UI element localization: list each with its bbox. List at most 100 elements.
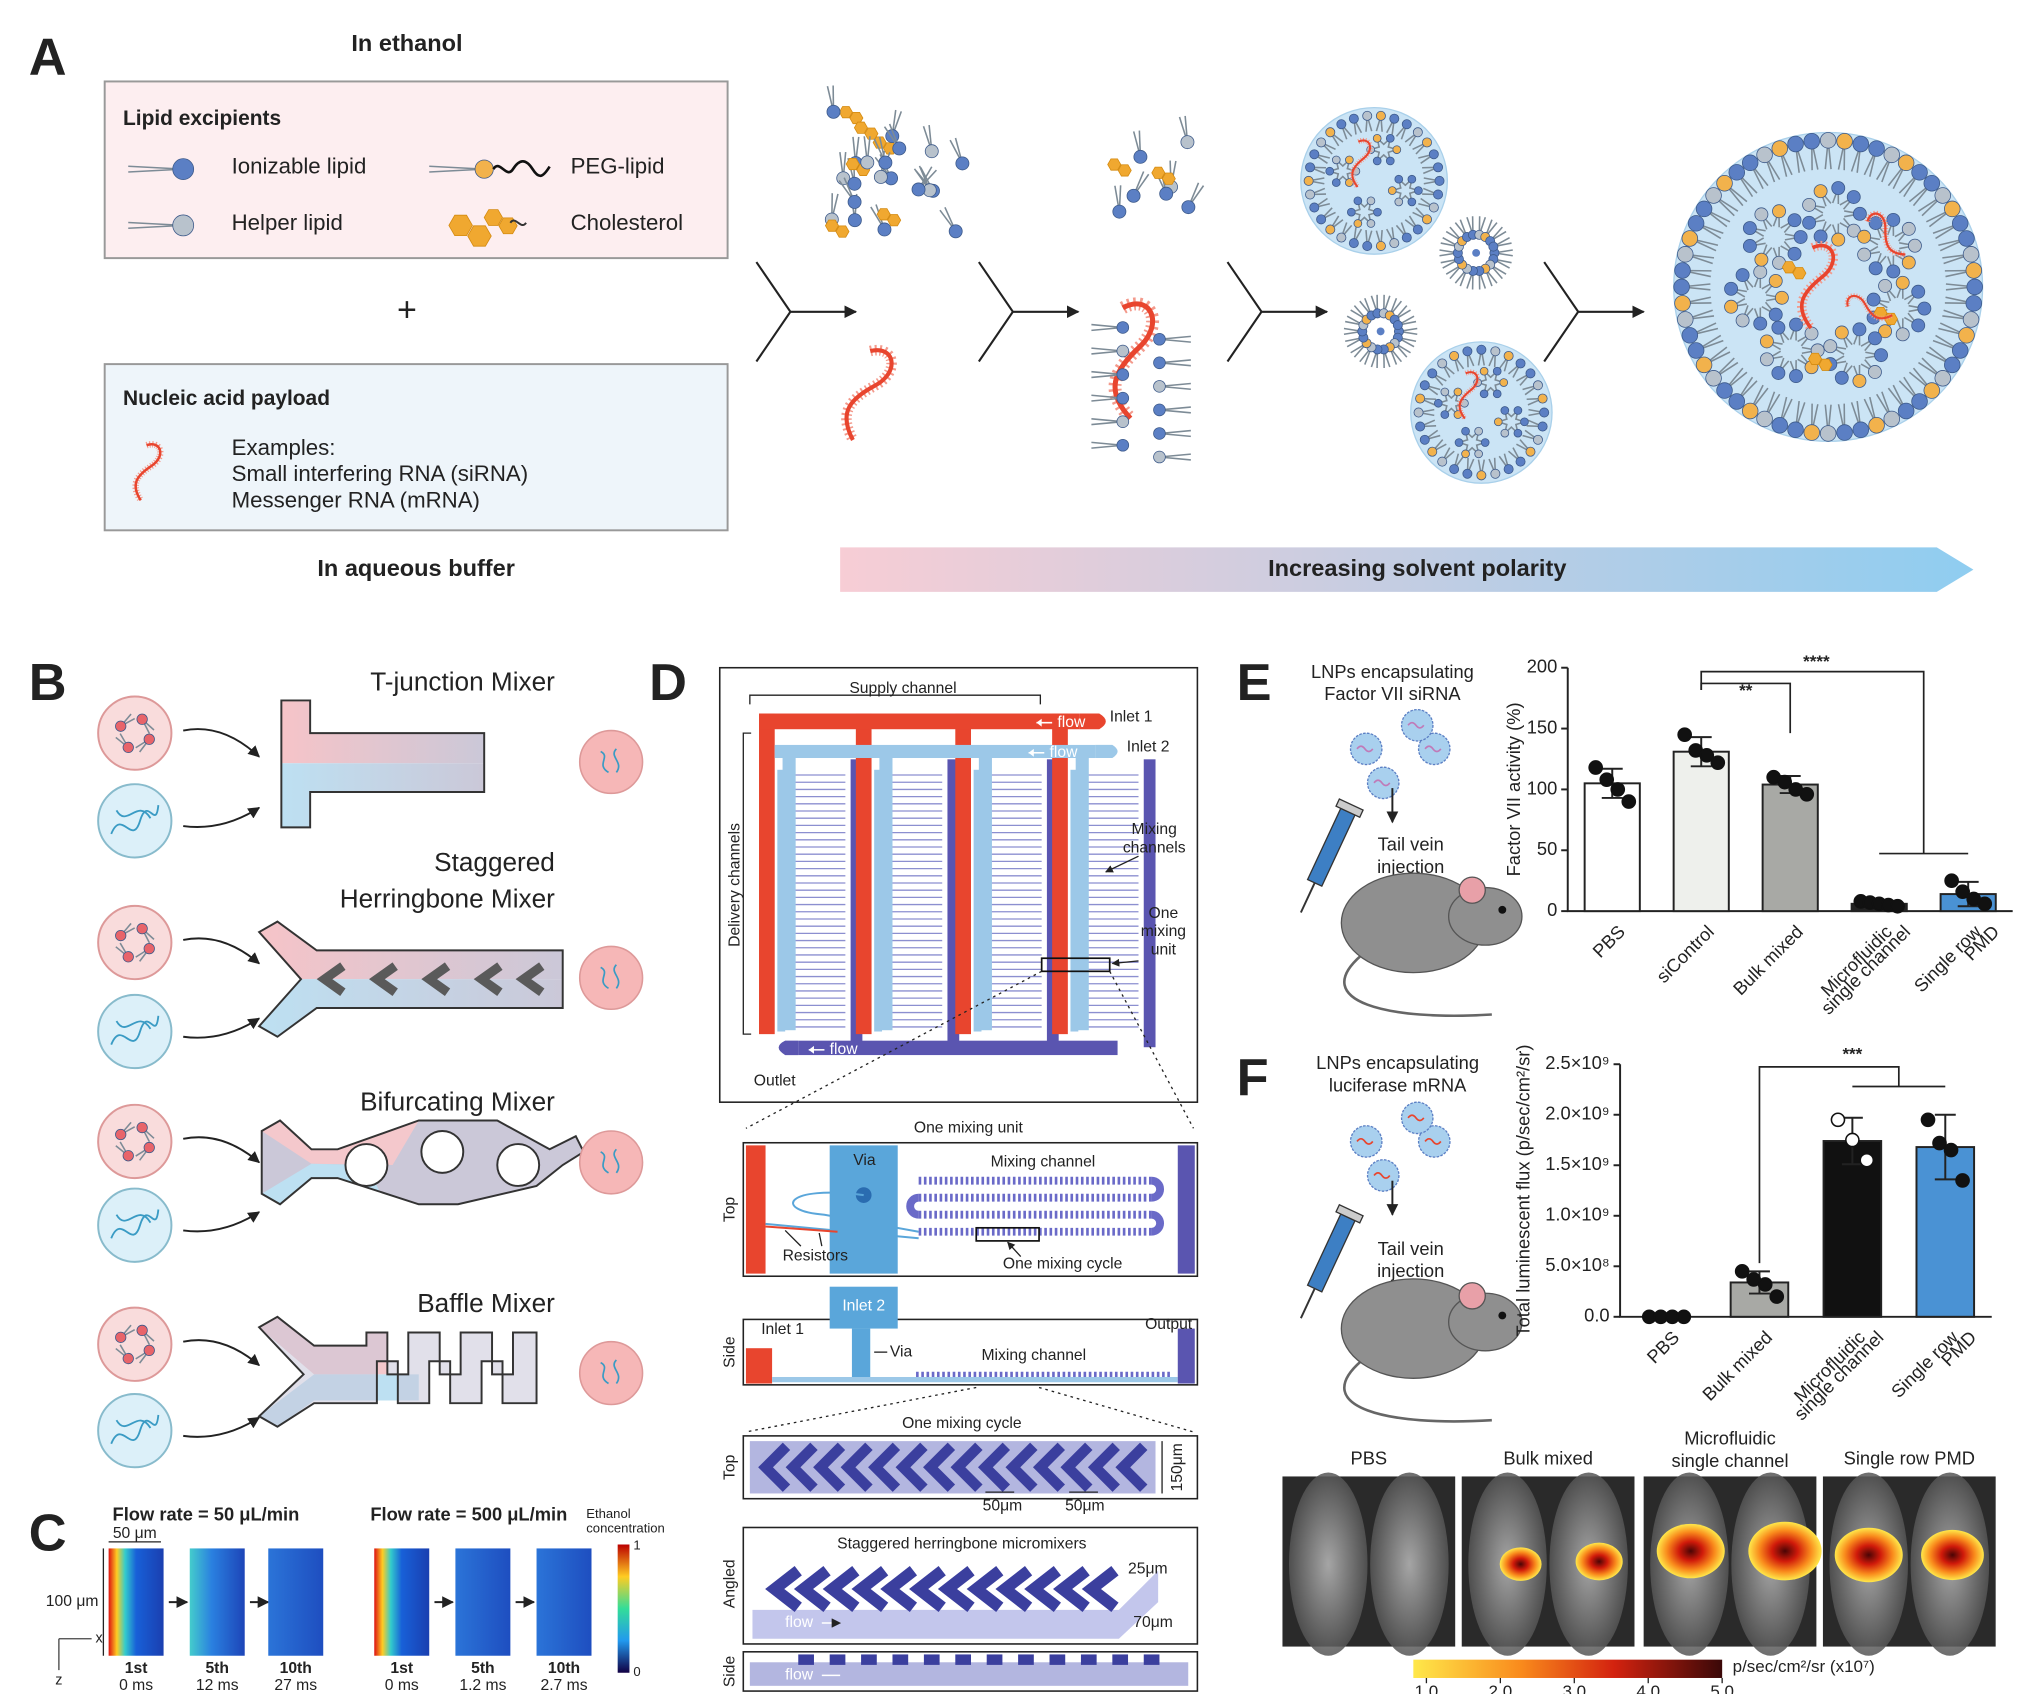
lipid-head (1440, 387, 1450, 397)
lnp-cargo (1407, 721, 1425, 729)
lipid-head (1385, 156, 1395, 166)
cholesterol (483, 209, 503, 226)
data-point (1677, 727, 1693, 742)
lipid-head (1449, 350, 1460, 361)
inlet2-channel (1075, 748, 1089, 1031)
polarity-arrow (840, 547, 1974, 592)
lipid-vesicle (97, 695, 173, 771)
blue-channel (829, 1145, 898, 1274)
cholesterol (1161, 172, 1176, 185)
ridge (973, 1371, 977, 1377)
syringe (1299, 798, 1364, 913)
label: LNPs encapsulating (1311, 661, 1474, 682)
lipid-head (1159, 186, 1174, 201)
lnp-shell (1410, 341, 1553, 484)
lnp-product (578, 1340, 644, 1406)
lipid-head (1695, 200, 1713, 218)
x-tick-label: PBS (1642, 1327, 1683, 1368)
label: x (96, 1631, 104, 1647)
lipid-head (1962, 311, 1980, 328)
label: Side (721, 1336, 738, 1368)
lipid-head (1917, 301, 1932, 316)
syringe-part (1335, 1203, 1364, 1224)
lipid-head (1539, 407, 1550, 418)
lipid-head (1392, 320, 1403, 331)
lipid-head (1490, 468, 1501, 479)
rna-strand (1351, 139, 1372, 188)
label: Tail vein (1378, 834, 1444, 855)
label: Delivery channels (727, 823, 744, 947)
lipid-head (1735, 268, 1750, 283)
lipid-head (1883, 410, 1900, 428)
supply-channel (759, 713, 775, 1035)
lipid-head (1490, 346, 1501, 357)
feed-arrow (183, 806, 261, 828)
herringbone-3d (851, 1566, 889, 1612)
x-tick-label: PBS (1588, 921, 1629, 962)
lipid-head (1407, 174, 1417, 184)
label: One mixing cycle (1003, 1256, 1123, 1273)
y-tick-label: 0 (1547, 899, 1557, 920)
panel-label: A (29, 28, 67, 86)
label: One (1149, 905, 1179, 922)
merge-arrow (1226, 261, 1326, 363)
cholesterol (448, 214, 473, 236)
herringbone (895, 1442, 928, 1492)
label: 0 ms (119, 1677, 153, 1694)
lnp-dna (600, 748, 620, 774)
lipid-head (1756, 146, 1773, 164)
supply-channel (955, 713, 972, 1035)
lnp-icon (1417, 732, 1451, 766)
rna (132, 441, 164, 503)
lipid-head (1474, 449, 1483, 459)
ridge (978, 1371, 982, 1377)
lipid-head (1325, 127, 1336, 138)
lipid-head (1375, 110, 1386, 121)
data-point (1955, 884, 1970, 899)
data-point (1699, 748, 1715, 763)
lipid-head (1958, 230, 1975, 247)
herringbone (758, 1442, 791, 1492)
data-point (1955, 1173, 1970, 1188)
supply-channel (855, 713, 872, 1035)
label: **** (1803, 652, 1830, 671)
lipid-head (1305, 162, 1316, 173)
lipid-head (1866, 292, 1881, 307)
lipid-head (1415, 421, 1426, 432)
pointer (1105, 855, 1139, 873)
luminescence (1656, 1523, 1725, 1579)
inlet2-tip (1095, 744, 1118, 759)
lipid-head (1428, 202, 1439, 213)
label: Inlet 1 (1110, 709, 1153, 726)
label: Inlet 2 (1127, 739, 1170, 756)
bar (1761, 783, 1819, 913)
lipid-head (1345, 155, 1354, 165)
label: Top (721, 1197, 738, 1223)
ridge-block (955, 1654, 972, 1665)
lipid-head (1687, 215, 1705, 232)
nucleic-vesicle (97, 1187, 173, 1263)
lipid-head (1857, 229, 1872, 244)
label: Top (721, 1454, 738, 1480)
ridge (921, 1371, 924, 1377)
lipid-head (1394, 197, 1404, 207)
lipid-head (1461, 449, 1470, 459)
ridge (999, 1371, 1003, 1377)
lnp-cargo (1373, 1172, 1391, 1179)
herringbone (785, 1442, 818, 1492)
label: Flow rate = 500 μL/min (370, 1504, 567, 1525)
inlet1-tip (1079, 713, 1106, 730)
lipid-head (1754, 252, 1769, 267)
ridge-block (923, 1654, 940, 1665)
lipid-head (1883, 146, 1900, 164)
rna (1456, 369, 1480, 421)
lipid-head (1962, 246, 1980, 263)
y-tick-label: 50 (1537, 838, 1557, 859)
label: flow (1050, 744, 1079, 761)
rna (841, 344, 897, 443)
lipid-head (1353, 219, 1363, 228)
lipid-head (1759, 352, 1774, 367)
label: luciferase mRNA (1329, 1074, 1467, 1095)
lipid-head (1373, 207, 1382, 217)
lipid-head (1427, 368, 1438, 379)
